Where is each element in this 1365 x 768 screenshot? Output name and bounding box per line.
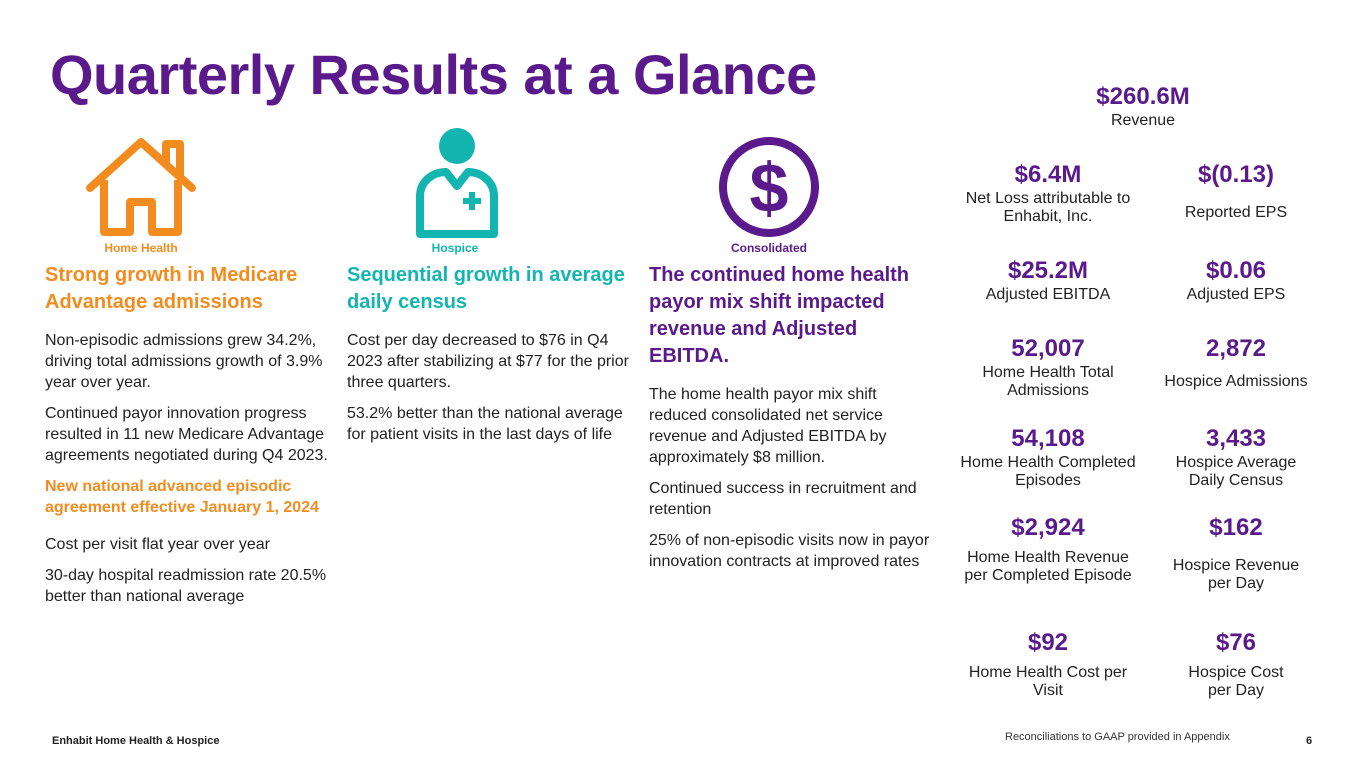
metric-value: $25.2M: [1007, 257, 1089, 284]
metric-reported-eps: $(0.13) Reported EPS: [1141, 160, 1331, 222]
dollar-icon: $: [718, 136, 820, 238]
metric-label: Home Health Completed Episodes: [960, 454, 1136, 489]
metric-net-loss: $6.4M Net Loss attributable to Enhabit, …: [953, 160, 1143, 226]
metric-value: $6.4M: [1014, 161, 1082, 188]
metric-value: 54,108: [1011, 425, 1085, 452]
hospice-heading: Sequential growth in average daily censu…: [347, 264, 625, 313]
home-health-column: Strong growth in Medicare Advantage admi…: [45, 262, 330, 617]
home-health-text: Cost per visit flat year over year: [45, 536, 270, 553]
consolidated-text: Continued success in recruitment and ret…: [649, 480, 917, 518]
hospice-text: 53.2% better than the national average f…: [347, 405, 623, 443]
metric-value: $0.06: [1205, 257, 1267, 284]
consolidated-column: The continued home health payor mix shif…: [649, 262, 934, 582]
hospice-column: Sequential growth in average daily censu…: [347, 262, 632, 455]
metric-hospice-cost-per-day: $76 Hospice Cost per Day: [1141, 628, 1331, 700]
page-number: 6: [1306, 735, 1313, 747]
metric-label: Adjusted EPS: [1186, 286, 1286, 303]
metric-adj-eps: $0.06 Adjusted EPS: [1141, 256, 1331, 304]
metric-label: Adjusted EBITDA: [985, 286, 1111, 303]
metric-label: Net Loss attributable to Enhabit, Inc.: [965, 190, 1131, 225]
consolidated-text: The home health payor mix shift reduced …: [649, 386, 887, 466]
metric-label: Hospice Cost per Day: [1188, 664, 1284, 699]
hospice-text: Cost per day decreased to $76 in Q4 2023…: [347, 332, 629, 391]
consolidated-heading: The continued home health payor mix shif…: [649, 264, 910, 367]
metric-label: Home Health Cost per Visit: [968, 664, 1128, 699]
metric-value: 52,007: [1011, 335, 1085, 362]
footer-company: Enhabit Home Health & Hospice: [52, 735, 220, 747]
home-health-text: Continued payor innovation progress resu…: [45, 405, 328, 464]
home-health-text: 30-day hospital readmission rate 20.5% b…: [45, 567, 327, 605]
metric-label: Hospice Admissions: [1164, 373, 1308, 390]
metric-value: 3,433: [1205, 425, 1267, 452]
metric-value: $260.6M: [1096, 83, 1190, 110]
hospice-icon-label: Hospice: [431, 241, 479, 255]
consolidated-icon-label: Consolidated: [730, 241, 807, 255]
metric-value: $(0.13): [1197, 161, 1275, 188]
metric-label: Revenue: [1110, 112, 1176, 129]
metric-hh-episodes: 54,108 Home Health Completed Episodes: [953, 424, 1143, 490]
page-title: Quarterly Results at a Glance: [50, 43, 817, 106]
metric-hospice-admissions: 2,872 Hospice Admissions: [1141, 334, 1331, 391]
metric-hh-admissions: 52,007 Home Health Total Admissions: [953, 334, 1143, 400]
metric-hh-rev-per-episode: $2,924 Home Health Revenue per Completed…: [953, 513, 1143, 585]
metric-revenue: $260.6M Revenue: [1048, 82, 1238, 130]
metric-label: Hospice Revenue per Day: [1172, 557, 1300, 592]
metric-value: $92: [1027, 629, 1069, 656]
metric-hospice-adc: 3,433 Hospice Average Daily Census: [1141, 424, 1331, 490]
footer-note: Reconciliations to GAAP provided in Appe…: [1005, 731, 1230, 743]
metric-label: Home Health Total Admissions: [982, 364, 1114, 399]
metric-adj-ebitda: $25.2M Adjusted EBITDA: [953, 256, 1143, 304]
metric-label: Reported EPS: [1184, 204, 1288, 221]
svg-text:$: $: [750, 149, 789, 227]
consolidated-text: 25% of non-episodic visits now in payor …: [649, 532, 930, 570]
metric-value: $76: [1215, 629, 1257, 656]
metric-value: $162: [1209, 514, 1263, 541]
house-icon: [84, 136, 198, 236]
home-health-heading: Strong growth in Medicare Advantage admi…: [45, 264, 298, 313]
metric-hh-cost-per-visit: $92 Home Health Cost per Visit: [953, 628, 1143, 700]
nurse-icon: [412, 126, 502, 238]
home-health-highlight: New national advanced episodic agreement…: [45, 478, 319, 516]
metric-label: Home Health Revenue per Completed Episod…: [964, 549, 1132, 584]
metric-value: $2,924: [1011, 514, 1085, 541]
metric-value: 2,872: [1205, 335, 1267, 362]
metric-label: Hospice Average Daily Census: [1175, 454, 1297, 489]
metric-hospice-rev-per-day: $162 Hospice Revenue per Day: [1141, 513, 1331, 593]
home-health-icon-label: Home Health: [104, 241, 178, 255]
home-health-text: Non-episodic admissions grew 34.2%, driv…: [45, 332, 323, 391]
